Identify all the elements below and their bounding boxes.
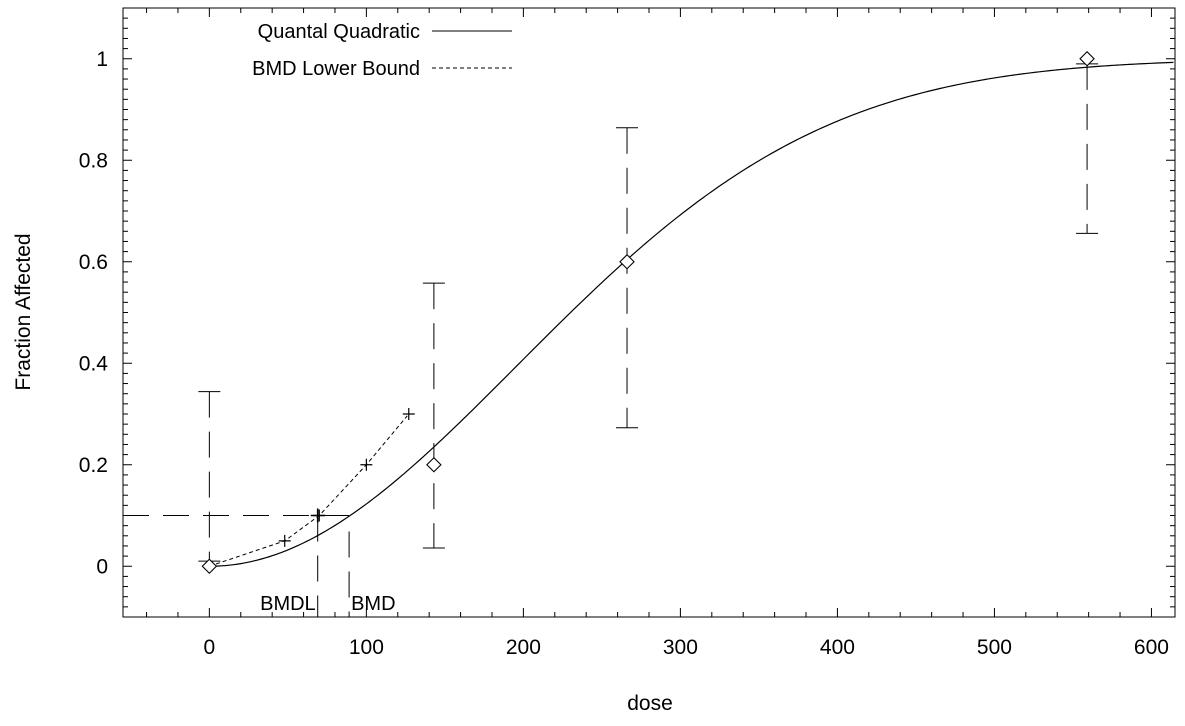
y-tick-label: 0 (96, 555, 108, 578)
x-axis-title: dose (627, 692, 673, 715)
bmdl-point-marker (310, 508, 325, 523)
x-tick-label: 300 (663, 636, 698, 659)
bmd-annotation: BMD (351, 593, 395, 615)
bmdl-annotation: BMDL (260, 593, 316, 615)
observed-point-marker (1079, 50, 1095, 67)
observed-point-marker (201, 558, 218, 575)
y-tick-label: 0.2 (79, 454, 108, 477)
x-tick-label: 400 (820, 636, 855, 659)
x-tick-label: 200 (506, 636, 541, 659)
y-tick-label: 0.8 (79, 149, 108, 172)
bmd-lower-bound-marker (360, 458, 373, 471)
y-tick-label: 0.4 (79, 352, 109, 375)
y-tick-label: 1 (96, 48, 108, 71)
plot-area: BMDL BMD (123, 50, 1174, 617)
legend-label: BMD Lower Bound (252, 58, 420, 80)
bmd-lower-bound-marker (278, 534, 291, 547)
x-tick-label: 500 (977, 636, 1012, 659)
bmd-lower-bound-line (209, 415, 408, 567)
legend-label: Quantal Quadratic (258, 21, 420, 43)
observed-point-marker (619, 253, 635, 270)
legend: Quantal Quadratic BMD Lower Bound (252, 21, 512, 80)
x-tick-label: 100 (349, 636, 384, 659)
y-tick-label: 0.6 (79, 251, 108, 274)
bmd-lower-bound-marker (402, 408, 415, 420)
x-tick-label: 0 (204, 636, 216, 659)
fitted-curve-line (209, 61, 1174, 567)
x-tick-label: 600 (1134, 636, 1169, 659)
y-axis-title: Fraction Affected (12, 233, 35, 390)
observed-point-marker (426, 456, 442, 473)
axes: 0 100 200 300 400 500 600 0 0.2 0.4 0.6 0.8 1 (79, 7, 1176, 659)
